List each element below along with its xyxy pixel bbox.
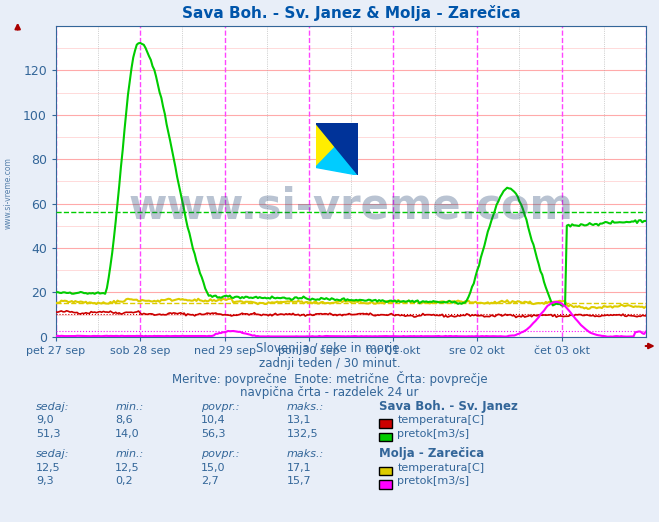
Text: sedaj:: sedaj: <box>36 449 70 459</box>
Text: pretok[m3/s]: pretok[m3/s] <box>397 477 469 487</box>
Text: navpična črta - razdelek 24 ur: navpična črta - razdelek 24 ur <box>241 386 418 399</box>
Text: Slovenija / reke in morje.: Slovenija / reke in morje. <box>256 342 403 355</box>
Text: 9,0: 9,0 <box>36 416 54 425</box>
Text: 2,7: 2,7 <box>201 477 219 487</box>
Text: Meritve: povprečne  Enote: metrične  Črta: povprečje: Meritve: povprečne Enote: metrične Črta:… <box>172 371 487 386</box>
Text: temperatura[C]: temperatura[C] <box>397 463 484 473</box>
Text: 0,2: 0,2 <box>115 477 133 487</box>
Text: 132,5: 132,5 <box>287 429 318 439</box>
Text: 13,1: 13,1 <box>287 416 311 425</box>
Text: temperatura[C]: temperatura[C] <box>397 416 484 425</box>
Text: 9,3: 9,3 <box>36 477 54 487</box>
Text: maks.:: maks.: <box>287 449 324 459</box>
Text: 8,6: 8,6 <box>115 416 133 425</box>
Text: min.:: min.: <box>115 402 144 412</box>
Text: Molja - Zarečica: Molja - Zarečica <box>379 447 484 460</box>
Text: min.:: min.: <box>115 449 144 459</box>
Text: 17,1: 17,1 <box>287 463 311 473</box>
Text: povpr.:: povpr.: <box>201 402 239 412</box>
Text: pretok[m3/s]: pretok[m3/s] <box>397 429 469 439</box>
Text: 15,0: 15,0 <box>201 463 225 473</box>
Text: sedaj:: sedaj: <box>36 402 70 412</box>
Text: zadnji teden / 30 minut.: zadnji teden / 30 minut. <box>259 357 400 370</box>
Text: 14,0: 14,0 <box>115 429 140 439</box>
Text: 51,3: 51,3 <box>36 429 61 439</box>
Polygon shape <box>316 123 358 175</box>
Text: 56,3: 56,3 <box>201 429 225 439</box>
Text: 15,7: 15,7 <box>287 477 311 487</box>
Text: 12,5: 12,5 <box>115 463 140 473</box>
Title: Sava Boh. - Sv. Janez & Molja - Zarečica: Sava Boh. - Sv. Janez & Molja - Zarečica <box>181 5 521 21</box>
Text: maks.:: maks.: <box>287 402 324 412</box>
Polygon shape <box>316 123 358 175</box>
Text: www.si-vreme.com: www.si-vreme.com <box>3 157 13 229</box>
Text: povpr.:: povpr.: <box>201 449 239 459</box>
Text: 12,5: 12,5 <box>36 463 61 473</box>
Polygon shape <box>316 123 358 168</box>
Text: Sava Boh. - Sv. Janez: Sava Boh. - Sv. Janez <box>379 400 518 413</box>
Text: www.si-vreme.com: www.si-vreme.com <box>129 185 573 227</box>
Text: 10,4: 10,4 <box>201 416 225 425</box>
